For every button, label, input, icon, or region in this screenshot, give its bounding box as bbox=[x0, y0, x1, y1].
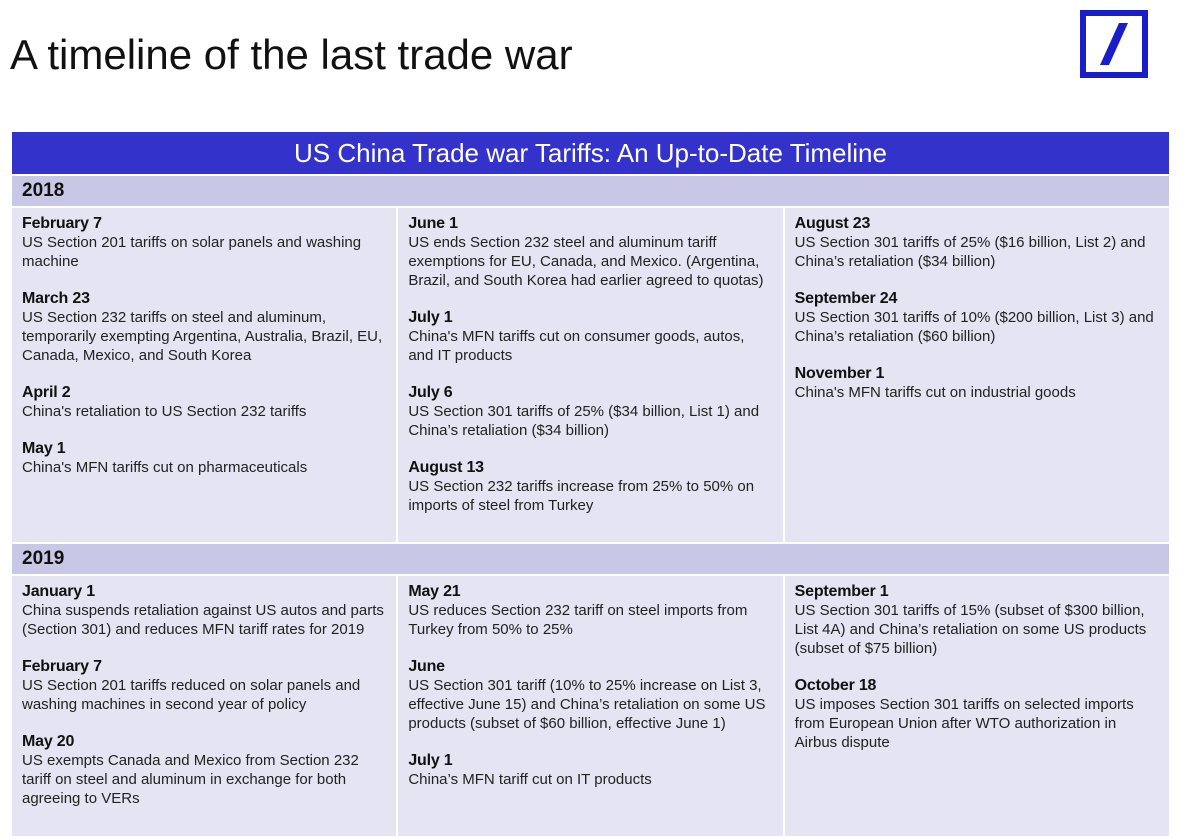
year-grid-2018: February 7 US Section 201 tariffs on sol… bbox=[12, 206, 1169, 542]
event-date: July 1 bbox=[408, 752, 453, 769]
grid-column: January 1 China suspends retaliation aga… bbox=[12, 576, 399, 836]
event-date: October 18 bbox=[794, 677, 877, 694]
event-description: US ends Section 232 steel and aluminum t… bbox=[408, 234, 764, 289]
event-date: May 20 bbox=[22, 733, 75, 750]
event-description: China suspends retaliation against US au… bbox=[22, 602, 384, 638]
event-date: February 7 bbox=[22, 658, 102, 675]
timeline-banner-title: US China Trade war Tariffs: An Up-to-Dat… bbox=[12, 132, 1169, 174]
timeline-event: May 1 China's MFN tariffs cut on pharmac… bbox=[22, 439, 386, 477]
event-description: China's retaliation to US Section 232 ta… bbox=[22, 403, 307, 420]
event-description: US Section 232 tariffs on steel and alum… bbox=[22, 309, 383, 364]
timeline-event: April 2 China's retaliation to US Sectio… bbox=[22, 383, 386, 421]
timeline-event: February 7 US Section 201 tariffs reduce… bbox=[22, 657, 386, 714]
timeline-event: July 6 US Section 301 tariffs of 25% ($3… bbox=[408, 383, 772, 440]
event-description: US Section 232 tariffs increase from 25%… bbox=[408, 478, 755, 514]
grid-column: September 1 US Section 301 tariffs of 15… bbox=[785, 576, 1169, 836]
timeline-event: July 1 China’s MFN tariff cut on IT prod… bbox=[408, 751, 772, 789]
event-date: June bbox=[408, 658, 445, 675]
event-date: September 1 bbox=[794, 583, 889, 600]
event-description: US Section 301 tariffs of 15% (subset of… bbox=[794, 602, 1147, 657]
event-date: January 1 bbox=[22, 583, 95, 600]
timeline-event: June 1 US ends Section 232 steel and alu… bbox=[408, 214, 772, 290]
event-date: August 23 bbox=[794, 215, 871, 232]
event-description: US Section 301 tariff (10% to 25% increa… bbox=[408, 677, 766, 732]
timeline-event: August 23 US Section 301 tariffs of 25% … bbox=[795, 214, 1159, 271]
event-date: July 1 bbox=[408, 309, 453, 326]
timeline-event: May 21 US reduces Section 232 tariff on … bbox=[408, 582, 772, 639]
slash-logo-icon bbox=[1100, 23, 1128, 65]
event-date: July 6 bbox=[408, 384, 453, 401]
event-description: China's MFN tariffs cut on industrial go… bbox=[794, 384, 1076, 401]
event-description: US exempts Canada and Mexico from Sectio… bbox=[22, 752, 359, 807]
timeline-event: August 13 US Section 232 tariffs increas… bbox=[408, 458, 772, 515]
timeline-event: July 1 China's MFN tariffs cut on consum… bbox=[408, 308, 772, 365]
grid-column: August 23 US Section 301 tariffs of 25% … bbox=[785, 208, 1169, 542]
year-header-2019: 2019 bbox=[12, 542, 1169, 574]
event-date: June 1 bbox=[408, 215, 458, 232]
event-description: US Section 201 tariffs on solar panels a… bbox=[22, 234, 362, 270]
grid-column: June 1 US ends Section 232 steel and alu… bbox=[398, 208, 785, 542]
event-description: US Section 301 tariffs of 10% ($200 bill… bbox=[794, 309, 1154, 345]
year-header-2018: 2018 bbox=[12, 174, 1169, 206]
event-description: China's MFN tariffs cut on pharmaceutica… bbox=[22, 459, 308, 476]
timeline-event: October 18 US imposes Section 301 tariff… bbox=[795, 676, 1159, 752]
event-date: August 13 bbox=[408, 459, 484, 476]
timeline-event: September 1 US Section 301 tariffs of 15… bbox=[795, 582, 1159, 658]
event-date: April 2 bbox=[22, 384, 71, 401]
event-description: US Section 201 tariffs reduced on solar … bbox=[22, 677, 361, 713]
event-date: March 23 bbox=[22, 290, 90, 307]
event-date: May 1 bbox=[22, 440, 66, 457]
timeline-event: November 1 China's MFN tariffs cut on in… bbox=[795, 364, 1159, 402]
timeline-event: September 24 US Section 301 tariffs of 1… bbox=[795, 289, 1159, 346]
event-date: September 24 bbox=[794, 290, 898, 307]
timeline-event: May 20 US exempts Canada and Mexico from… bbox=[22, 732, 386, 808]
event-description: US reduces Section 232 tariff on steel i… bbox=[408, 602, 748, 638]
event-description: China's MFN tariffs cut on consumer good… bbox=[408, 328, 745, 364]
event-description: US Section 301 tariffs of 25% ($34 billi… bbox=[408, 403, 760, 439]
year-grid-2019: January 1 China suspends retaliation aga… bbox=[12, 574, 1169, 836]
timeline-table: US China Trade war Tariffs: An Up-to-Dat… bbox=[12, 132, 1169, 836]
grid-column: February 7 US Section 201 tariffs on sol… bbox=[12, 208, 399, 542]
timeline-event: February 7 US Section 201 tariffs on sol… bbox=[22, 214, 386, 271]
deutsche-bank-logo-icon bbox=[1080, 10, 1148, 78]
event-date: November 1 bbox=[794, 365, 885, 382]
timeline-event: March 23 US Section 232 tariffs on steel… bbox=[22, 289, 386, 365]
event-date: May 21 bbox=[408, 583, 461, 600]
timeline-event: June US Section 301 tariff (10% to 25% i… bbox=[408, 657, 772, 733]
grid-column: May 21 US reduces Section 232 tariff on … bbox=[398, 576, 785, 836]
event-date: February 7 bbox=[22, 215, 102, 232]
page-title: A timeline of the last trade war bbox=[10, 31, 573, 78]
timeline-event: January 1 China suspends retaliation aga… bbox=[22, 582, 386, 639]
event-description: US Section 301 tariffs of 25% ($16 billi… bbox=[794, 234, 1146, 270]
event-description: China’s MFN tariff cut on IT products bbox=[408, 771, 652, 788]
event-description: US imposes Section 301 tariffs on select… bbox=[794, 696, 1134, 751]
